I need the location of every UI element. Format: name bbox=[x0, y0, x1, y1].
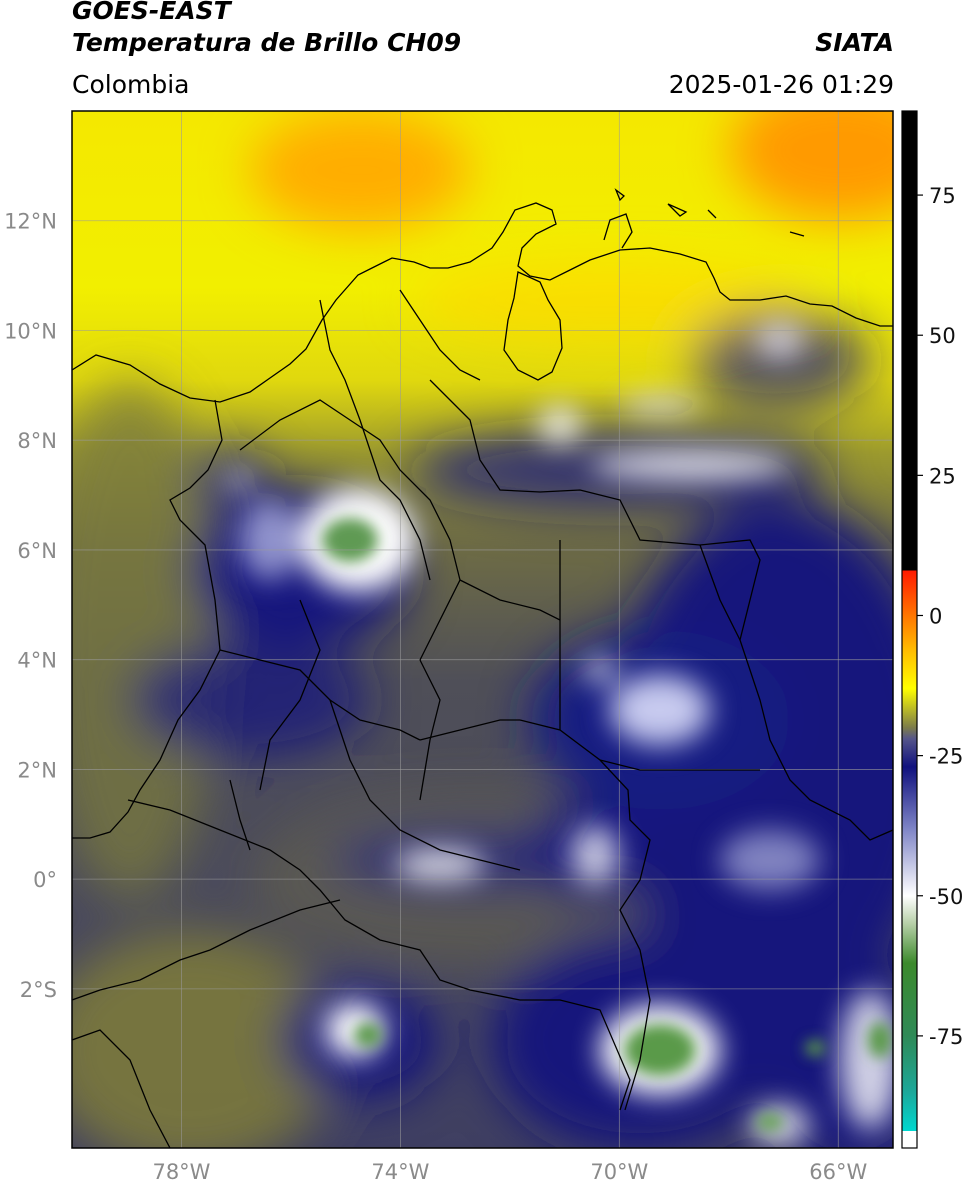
lon-tick-label: 74°W bbox=[371, 1160, 429, 1184]
ecuador-peru-border bbox=[72, 1029, 171, 1148]
internal-division-f bbox=[259, 599, 321, 791]
peru-coast bbox=[72, 899, 341, 1001]
colombia-venezuela-border bbox=[429, 379, 893, 841]
colombia-ecuador-border bbox=[127, 799, 631, 1111]
lon-tick-label: 66°W bbox=[809, 1160, 867, 1184]
longitude-labels: 78°W 74°W 70°W 66°W bbox=[152, 1160, 867, 1184]
lon-tick-label: 70°W bbox=[590, 1160, 648, 1184]
internal-division-c bbox=[399, 289, 481, 381]
lat-tick-label: 0° bbox=[33, 868, 57, 892]
region-label: Colombia bbox=[72, 70, 190, 99]
lat-tick-label: 10°N bbox=[4, 319, 57, 343]
internal-division-j bbox=[229, 779, 251, 851]
lat-tick-label: 2°N bbox=[17, 758, 57, 782]
venezuela-interior bbox=[599, 544, 760, 771]
maracaibo-lake bbox=[503, 271, 563, 381]
aruba-curacao bbox=[614, 188, 805, 237]
colorbar-tick-label: 25 bbox=[929, 464, 956, 488]
peru-colombia-border bbox=[419, 719, 520, 741]
colorbar-tick-label: -50 bbox=[929, 885, 963, 909]
colorbar-tick-label: -75 bbox=[929, 1025, 963, 1049]
colorbar-tick-label: -25 bbox=[929, 745, 963, 769]
lat-tick-label: 2°S bbox=[20, 978, 57, 1002]
timestamp-label: 2025-01-26 01:29 bbox=[668, 70, 894, 99]
colorbar-frame bbox=[901, 110, 918, 1149]
lon-tick-label: 78°W bbox=[152, 1160, 210, 1184]
internal-division-i bbox=[329, 699, 521, 871]
lat-tick-label: 12°N bbox=[4, 210, 57, 234]
caribbean-coastline bbox=[72, 202, 893, 403]
colombia-brazil-border bbox=[519, 719, 651, 1111]
brightness-temperature-field bbox=[72, 111, 893, 1148]
internal-division-b bbox=[319, 299, 431, 581]
colorbar-tick-label: 75 bbox=[929, 184, 956, 208]
lat-tick-label: 8°N bbox=[17, 429, 57, 453]
colorbar-tick-label: 50 bbox=[929, 324, 956, 348]
internal-division-h bbox=[459, 579, 561, 621]
lat-tick-label: 6°N bbox=[17, 539, 57, 563]
satellite-name: GOES-EAST bbox=[72, 0, 231, 25]
paraguana bbox=[603, 213, 633, 249]
agency-label: SIATA bbox=[815, 28, 894, 57]
boundaries bbox=[72, 188, 893, 1148]
map-frame bbox=[71, 110, 894, 1149]
lat-tick-label: 4°N bbox=[17, 649, 57, 673]
gridlines bbox=[72, 111, 893, 1148]
colorbar-tick-label: 0 bbox=[929, 604, 942, 628]
colorbar bbox=[902, 111, 917, 1148]
internal-division-a bbox=[239, 399, 461, 661]
product-title: Temperatura de Brillo CH09 bbox=[72, 28, 462, 57]
colorbar-ticks: 75 50 25 0 -25 -50 -75 bbox=[917, 184, 963, 1049]
internal-division-e bbox=[419, 659, 441, 801]
latitude-labels: 12°N 10°N 8°N 6°N 4°N 2°N 0° 2°S bbox=[4, 210, 57, 1002]
